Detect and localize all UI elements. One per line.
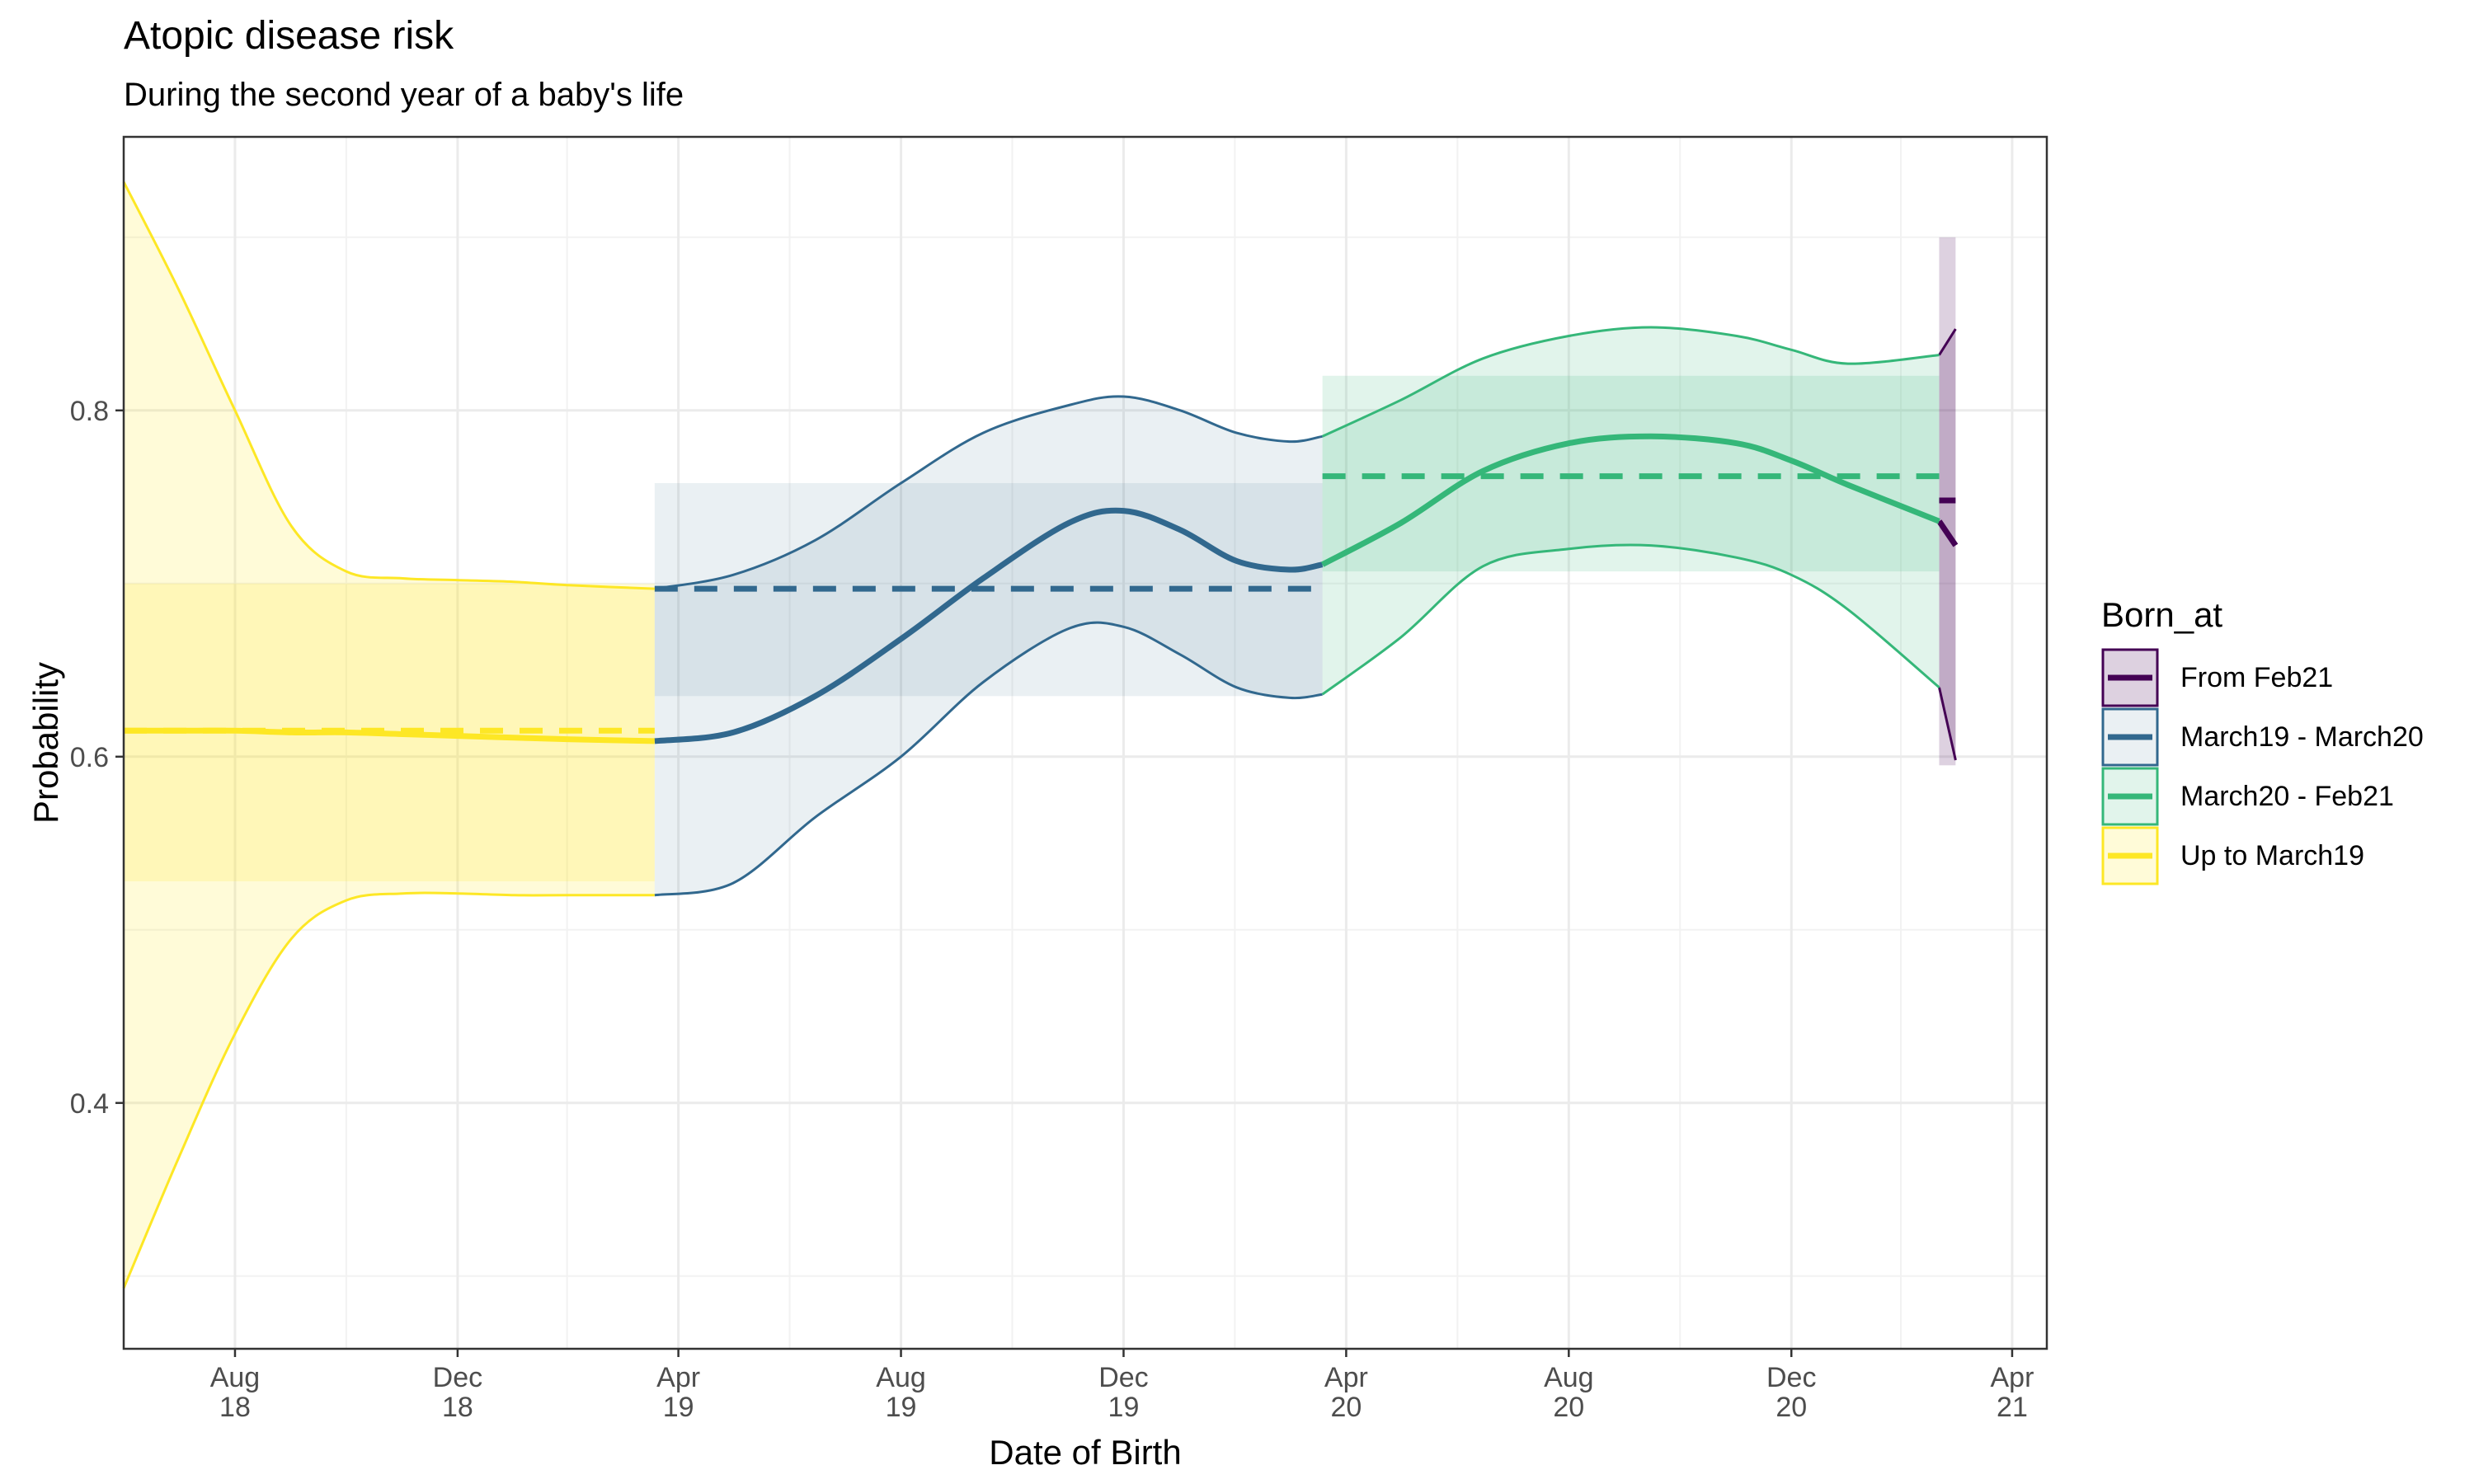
x-tick-label-year: 18 bbox=[219, 1392, 251, 1423]
lower-ci-line-1 bbox=[654, 621, 1323, 897]
legend-item: March20 - Feb21 bbox=[2101, 767, 2424, 826]
y-tick-label: 0.8 bbox=[70, 396, 109, 427]
lower-ci-line-2 bbox=[1321, 543, 1940, 696]
fit-line-0 bbox=[1936, 519, 1959, 547]
x-tick-label-month: Dec bbox=[1766, 1362, 1816, 1393]
x-tick-label-year: 20 bbox=[1330, 1392, 1362, 1423]
grid-layer bbox=[124, 137, 2047, 1349]
fit-line-2 bbox=[1320, 433, 1940, 567]
legend-title: Born_at bbox=[2101, 595, 2223, 634]
x-tick-label-month: Aug bbox=[876, 1362, 926, 1393]
upper-ci-line-0 bbox=[1938, 328, 1957, 356]
legend-item: Up to March19 bbox=[2101, 826, 2424, 885]
y-axis-title: Probability bbox=[26, 662, 65, 824]
lower-ci-line-3 bbox=[122, 891, 655, 1289]
upper-ci-line-3 bbox=[122, 181, 655, 590]
chart-subtitle: During the second year of a baby's life bbox=[124, 77, 684, 113]
legend-item: From Feb21 bbox=[2101, 648, 2424, 707]
x-tick-label-month: Apr bbox=[1324, 1362, 1368, 1393]
legend-key bbox=[2101, 826, 2159, 885]
x-tick-label-month: Apr bbox=[1991, 1362, 2034, 1393]
x-tick-label-year: 19 bbox=[663, 1392, 694, 1423]
lower-ci-line-0 bbox=[1938, 687, 1957, 761]
mean-ci-band-2 bbox=[1322, 375, 1940, 572]
x-tick-label-month: Aug bbox=[210, 1362, 261, 1393]
y-tick-label: 0.4 bbox=[70, 1088, 109, 1120]
legend-label: From Feb21 bbox=[2180, 661, 2334, 693]
x-tick-label-year: 20 bbox=[1553, 1392, 1584, 1423]
smooth-ci-ribbon-1 bbox=[654, 396, 1323, 895]
legend: Born_at From Feb21 March19 - March20 March… bbox=[2101, 590, 2424, 885]
upper-ci-line-2 bbox=[1321, 326, 1940, 438]
fit-line-1 bbox=[654, 507, 1324, 744]
upper-ci-line-1 bbox=[654, 395, 1323, 590]
x-tick-label-month: Dec bbox=[1098, 1362, 1148, 1393]
smooth-ci-ribbon-2 bbox=[1322, 327, 1940, 695]
y-tick-label: 0.6 bbox=[70, 742, 109, 773]
x-tick-label-month: Dec bbox=[433, 1362, 482, 1393]
legend-items: From Feb21 March19 - March20 March20 - Feb… bbox=[2101, 648, 2424, 885]
x-tick-label-month: Aug bbox=[1544, 1362, 1594, 1393]
x-tick-label-year: 19 bbox=[1108, 1392, 1140, 1423]
axes: 0.40.60.8Aug18Dec18Apr19Aug19Dec19Apr20A… bbox=[70, 396, 2034, 1423]
x-tick-label-year: 19 bbox=[886, 1392, 917, 1423]
legend-label: March20 - Feb21 bbox=[2180, 780, 2394, 812]
x-tick-label-year: 18 bbox=[442, 1392, 473, 1423]
legend-label: Up to March19 bbox=[2180, 839, 2364, 871]
series-lines bbox=[122, 181, 1959, 1289]
legend-key bbox=[2101, 648, 2159, 707]
x-axis-title: Date of Birth bbox=[989, 1433, 1181, 1472]
legend-label: March19 - March20 bbox=[2180, 721, 2424, 753]
legend-key bbox=[2101, 707, 2159, 767]
x-tick-label-month: Apr bbox=[656, 1362, 700, 1393]
panel-border bbox=[122, 135, 2048, 1350]
chart-title: Atopic disease risk bbox=[124, 14, 454, 58]
legend-key bbox=[2101, 767, 2159, 826]
x-tick-label-year: 21 bbox=[1997, 1392, 2028, 1423]
legend-item: March19 - March20 bbox=[2101, 707, 2424, 767]
x-tick-label-year: 20 bbox=[1776, 1392, 1807, 1423]
smooth-ci-ribbon-0 bbox=[1939, 329, 1956, 761]
